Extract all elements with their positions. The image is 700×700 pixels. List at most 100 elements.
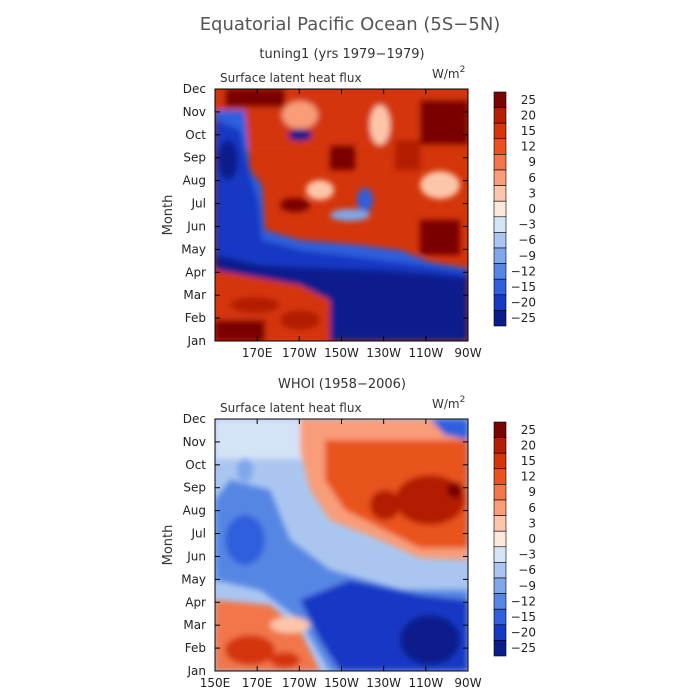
y-tick-label: Feb <box>185 311 206 325</box>
colorbar-swatch <box>493 546 507 563</box>
y-tick-label: Apr <box>185 595 206 609</box>
colorbar-swatch <box>493 154 507 171</box>
panel-tuning1: tuning1 (yrs 1979−1979) Surface latent h… <box>161 47 536 360</box>
colorbar-swatch <box>493 200 507 218</box>
y-tick-label: Jun <box>186 219 206 233</box>
colorbar-label: −25 <box>511 641 536 655</box>
colorbar-swatch <box>493 107 507 124</box>
colorbar-swatch <box>493 484 507 501</box>
colorbar-label: −6 <box>518 563 536 577</box>
colorbar-swatch <box>493 640 507 657</box>
figure-title: Equatorial Pacific Ocean (5S−5N) <box>200 14 501 35</box>
colorbar-label: 0 <box>528 202 536 216</box>
colorbar-swatch <box>493 577 507 594</box>
y-tick-label: Nov <box>183 105 206 119</box>
x-tick-label: 170W <box>282 676 317 690</box>
units-label: W/m2 <box>432 65 465 81</box>
colorbar-label: 20 <box>521 438 536 452</box>
colorbar-label: −12 <box>511 264 536 278</box>
colorbar-swatch <box>493 452 507 470</box>
colorbar-swatch <box>493 263 507 280</box>
colorbar-swatch <box>493 421 507 438</box>
y-tick-label: Sep <box>183 151 206 165</box>
x-tick-label: 170E <box>242 676 273 690</box>
x-ticks: 150E 170E 170W 150W 130W 110W 90W <box>200 419 482 690</box>
colorbar-label: −25 <box>511 311 536 325</box>
y-tick-label: Apr <box>185 265 206 279</box>
colorbar-label: 6 <box>528 501 536 515</box>
x-tick-label: 170W <box>282 346 317 360</box>
colorbar-label: 12 <box>521 140 536 154</box>
colorbar-swatch <box>493 232 507 249</box>
colorbar-swatch <box>493 624 507 641</box>
y-tick-label: Aug <box>183 504 206 518</box>
y-tick-label: Nov <box>183 435 206 449</box>
y-ticks: Jan Feb Mar Apr May Jun Jul Aug Sep Oct Nov Dec <box>181 412 468 678</box>
colorbar-label: −15 <box>511 280 536 294</box>
x-tick-label: 150W <box>324 346 359 360</box>
colorbar-label: −9 <box>518 249 536 263</box>
colorbar-label: 9 <box>528 155 536 169</box>
colorbar-swatch <box>493 122 507 140</box>
colorbar-label: 3 <box>528 516 536 530</box>
colorbar-label: −6 <box>518 233 536 247</box>
colorbar-label: −20 <box>511 626 536 640</box>
colorbar-swatch <box>493 593 507 610</box>
panel-subtitle: WHOI (1958−2006) <box>278 377 406 392</box>
x-tick-label: 110W <box>408 676 443 690</box>
colorbar-label: −3 <box>518 548 536 562</box>
heatmap-field <box>215 89 468 341</box>
colorbar-swatch <box>493 437 507 454</box>
x-tick-label: 130W <box>366 346 401 360</box>
colorbar-swatch <box>493 216 507 233</box>
y-ticks: Jan Feb Mar Apr May Jun Jul Aug Sep Oct Nov Dec <box>181 82 468 348</box>
colorbar-label: 15 <box>521 124 536 138</box>
y-tick-label: Mar <box>183 618 206 632</box>
x-tick-label: 150E <box>200 676 231 690</box>
colorbar-swatch <box>493 247 507 264</box>
colorbar-swatch <box>493 278 507 296</box>
y-tick-label: May <box>181 242 206 256</box>
colorbar-label: −3 <box>518 218 536 232</box>
y-tick-label: Oct <box>185 128 206 142</box>
y-tick-label: Dec <box>183 82 206 96</box>
y-tick-label: Dec <box>183 412 206 426</box>
colorbar-label: 12 <box>521 470 536 484</box>
colorbar-swatch <box>493 91 507 108</box>
colorbar-swatch <box>493 138 507 155</box>
colorbar-label: 15 <box>521 454 536 468</box>
x-tick-label: 130W <box>366 676 401 690</box>
panel-whoi: WHOI (1958−2006) Surface latent heat flu… <box>161 377 536 690</box>
colorbar-label: 0 <box>528 532 536 546</box>
colorbar-label: −9 <box>518 579 536 593</box>
colorbar-swatch <box>493 608 507 626</box>
x-tick-label: 110W <box>408 346 443 360</box>
y-tick-label: Jan <box>187 334 207 348</box>
y-tick-label: Jan <box>187 664 207 678</box>
field-label: Surface latent heat flux <box>220 401 362 415</box>
colorbar-label: −20 <box>511 296 536 310</box>
colorbar-label: 25 <box>521 423 536 437</box>
colorbar-label: −15 <box>511 610 536 624</box>
colorbar-swatch <box>493 185 507 202</box>
x-ticks: 170E 170W 150W 130W 110W 90W <box>242 89 482 360</box>
y-tick-label: Sep <box>183 481 206 495</box>
y-axis-label: Month <box>161 195 176 236</box>
y-tick-label: Aug <box>183 174 206 188</box>
colorbar-label: 6 <box>528 171 536 185</box>
x-tick-label: 170E <box>242 346 273 360</box>
x-tick-label: 150W <box>324 676 359 690</box>
panel-subtitle: tuning1 (yrs 1979−1979) <box>259 47 424 62</box>
y-tick-label: Feb <box>185 641 206 655</box>
colorbar-swatch <box>493 499 507 516</box>
heatmap-field <box>215 419 468 671</box>
colorbar-swatch <box>493 562 507 579</box>
colorbar-swatch <box>493 169 507 186</box>
colorbar-label: 3 <box>528 186 536 200</box>
colorbar-label: 9 <box>528 485 536 499</box>
x-tick-label: 90W <box>454 676 481 690</box>
colorbar-swatch <box>493 468 507 485</box>
